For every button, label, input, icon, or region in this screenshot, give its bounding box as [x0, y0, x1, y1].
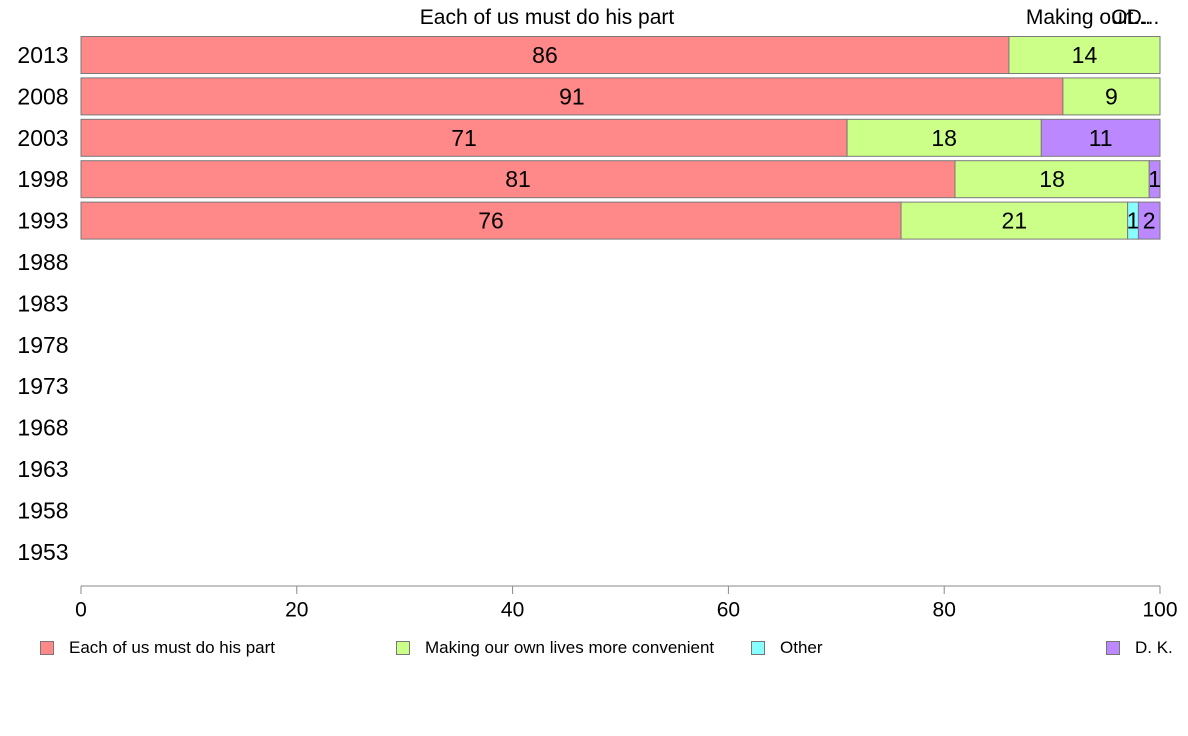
bar-d-k-1993 [1137, 201, 1161, 240]
data-label-d-k-1993: 2 [1143, 208, 1156, 234]
y-tick-label-1993: 1993 [17, 208, 68, 234]
data-label-making-our-own-lives-more-convenient-2003: 18 [931, 125, 957, 151]
x-tick-label-100: 100 [1142, 599, 1177, 621]
legend-label: D. K. [1135, 638, 1173, 657]
data-label-making-our-own-lives-more-convenient-2013: 14 [1072, 42, 1098, 68]
y-tick-label-1958: 1958 [17, 497, 68, 523]
legend-swatch [1106, 641, 1120, 655]
data-label-d-k-1998: 1 [1148, 166, 1161, 192]
bar-making-our-own-lives-more-convenient-2008 [1062, 77, 1161, 116]
data-label-each-of-us-must-do-his-part-2013: 86 [532, 42, 558, 68]
x-tick-label-40: 40 [501, 599, 524, 621]
data-label-each-of-us-must-do-his-part-1998: 81 [505, 166, 531, 192]
column-header-each-of-us: Each of us must do his part [419, 6, 675, 29]
y-tick-label-1953: 1953 [17, 539, 68, 565]
data-label-making-our-own-lives-more-convenient-2008: 9 [1105, 83, 1118, 109]
y-tick-label-1998: 1998 [17, 166, 68, 192]
y-tick-label-2013: 2013 [17, 42, 68, 68]
column-header-making-our-lives: Making our... [1025, 6, 1147, 29]
legend-label: Other [780, 638, 823, 657]
x-tick-label-20: 20 [285, 599, 308, 621]
y-tick-label-2008: 2008 [17, 83, 68, 109]
legend-item-each-of-us: Each of us must do his part [40, 638, 275, 658]
stacked-bar-chart: 2013 2008 2003 1998 1993 1988 1983 1978 1973 1968… [17, 36, 1178, 621]
legend-item-dk: D. K. [1106, 638, 1173, 658]
column-header-other: Ot... [1111, 6, 1151, 29]
legend-swatch [751, 641, 765, 655]
bar-each-of-us-must-do-his-part-1998 [80, 160, 956, 199]
data-label-making-our-own-lives-more-convenient-1993: 21 [1002, 208, 1028, 234]
bar-making-our-own-lives-more-convenient-2013 [1008, 36, 1161, 74]
legend: Each of us must do his part Making our o… [0, 638, 1188, 662]
y-tick-label-1973: 1973 [17, 373, 68, 399]
legend-swatch [396, 641, 410, 655]
bar-making-our-own-lives-more-convenient-2003 [846, 118, 1042, 157]
y-tick-label-2003: 2003 [17, 125, 68, 151]
y-tick-label-1963: 1963 [17, 456, 68, 482]
legend-label: Each of us must do his part [69, 638, 275, 657]
y-tick-label-1978: 1978 [17, 332, 68, 358]
bar-each-of-us-must-do-his-part-2013 [80, 36, 1010, 74]
data-label-making-our-own-lives-more-convenient-1998: 18 [1039, 166, 1065, 192]
data-label-each-of-us-must-do-his-part-2008: 91 [559, 83, 585, 109]
y-tick-label-1968: 1968 [17, 415, 68, 441]
bar-making-our-own-lives-more-convenient-1993 [900, 201, 1129, 240]
data-label-each-of-us-must-do-his-part-1993: 76 [478, 208, 504, 234]
legend-swatch [40, 641, 54, 655]
y-tick-label-1988: 1988 [17, 249, 68, 275]
data-label-each-of-us-must-do-his-part-2003: 71 [451, 125, 477, 151]
bar-each-of-us-must-do-his-part-2008 [80, 77, 1064, 116]
bar-d-k-1998 [1148, 160, 1161, 199]
bar-d-k-2003 [1040, 118, 1161, 157]
legend-item-making-our-lives: Making our own lives more convenient [396, 638, 714, 658]
bar-each-of-us-must-do-his-part-2003 [80, 118, 848, 157]
bar-making-our-own-lives-more-convenient-1998 [954, 160, 1150, 199]
bar-each-of-us-must-do-his-part-1993 [80, 201, 902, 240]
x-tick-label-60: 60 [717, 599, 740, 621]
y-tick-label-1983: 1983 [17, 290, 68, 316]
data-label-d-k-2003: 11 [1089, 125, 1113, 151]
legend-item-other: Other [751, 638, 823, 658]
column-header-dk: D... [1126, 6, 1160, 29]
data-label-other-1993: 1 [1127, 208, 1140, 234]
legend-label: Making our own lives more convenient [425, 638, 715, 657]
x-tick-label-80: 80 [933, 599, 956, 621]
x-tick-label-0: 0 [75, 599, 87, 621]
